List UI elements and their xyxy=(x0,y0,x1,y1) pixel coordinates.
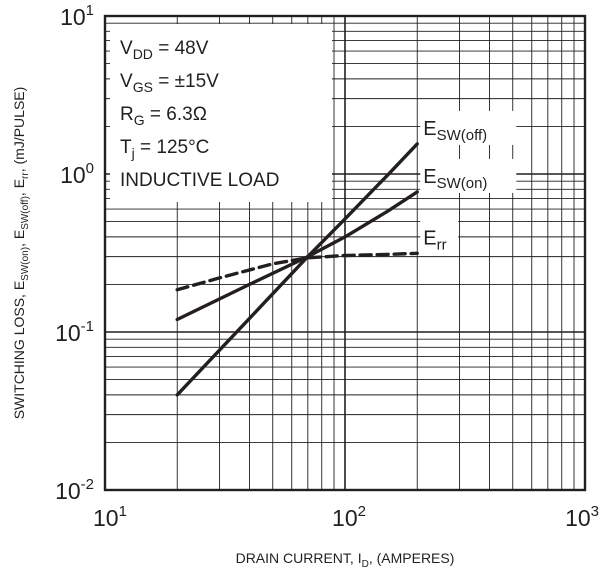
y-tick-labels: 101 100 10-1 10-2 xyxy=(55,2,94,504)
series-line-swoff xyxy=(175,142,419,397)
y-axis-label: SWITCHING LOSS, ESW(on), ESW(off), Err, … xyxy=(11,87,31,420)
y-tick-label: 100 xyxy=(60,160,94,188)
x-tick-label: 102 xyxy=(332,503,366,531)
series-label-bg xyxy=(420,158,517,193)
condition-line: INDUCTIVE LOAD xyxy=(120,170,279,191)
x-tick-label: 103 xyxy=(565,503,599,531)
series-label-swoff: ESW(off) xyxy=(423,118,487,144)
series-label-rr: Err xyxy=(423,227,446,253)
y-tick-label: 10-2 xyxy=(55,476,94,504)
x-tick-label: 101 xyxy=(93,503,127,531)
series-label-bg xyxy=(420,220,459,255)
x-tick-labels: 101 102 103 xyxy=(93,503,599,531)
series-label-bg xyxy=(420,110,517,145)
series-line-rr xyxy=(175,251,419,292)
condition-line: Tj = 125°C xyxy=(120,137,209,161)
condition-box xyxy=(110,24,332,202)
series-lines xyxy=(175,142,419,397)
x-axis-label: DRAIN CURRENT, ID, (AMPERES) xyxy=(236,550,455,570)
series-labels: ESW(off) ESW(on) Err xyxy=(420,110,517,255)
series-label-swon: ESW(on) xyxy=(423,166,487,192)
condition-line: VGS = ±15V xyxy=(120,71,219,95)
condition-line: RG = 6.3Ω xyxy=(120,104,207,128)
y-tick-label: 10-1 xyxy=(55,318,94,346)
y-tick-label: 101 xyxy=(60,2,94,30)
condition-annotations: VDD = 48V VGS = ±15V RG = 6.3Ω Tj = 125°C IN… xyxy=(110,24,332,202)
condition-line: VDD = 48V xyxy=(120,38,209,62)
series-line-swon xyxy=(175,190,419,322)
